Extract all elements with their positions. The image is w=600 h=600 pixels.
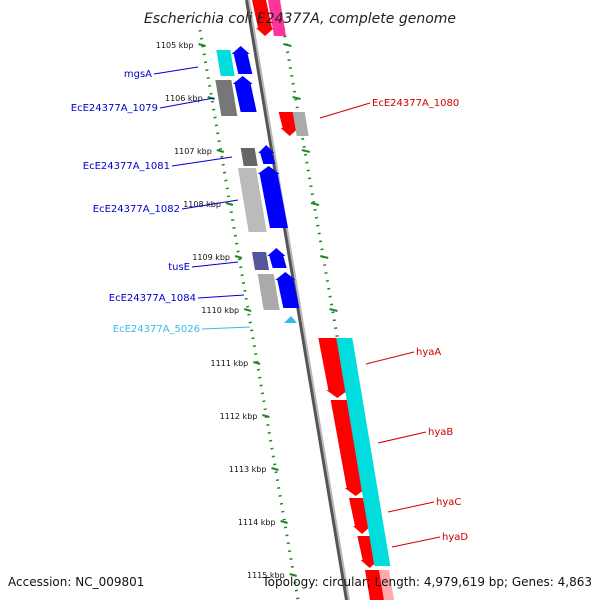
gene-feature-mgsA — [216, 50, 235, 76]
tick-mark-left — [207, 96, 215, 100]
label-leader-line — [201, 326, 251, 330]
tick-mark-left — [271, 467, 279, 471]
gene-feature-cyan — [336, 338, 391, 566]
tick-mark-right — [292, 96, 301, 100]
tick-labels: 1105 kbp 1106 kbp 1107 kbp 1108 kbp 1109 kbp… — [156, 41, 285, 580]
label-leader-line — [197, 294, 245, 299]
gene-feature-pink — [379, 570, 394, 600]
gene-label: hyaB — [428, 427, 453, 438]
label-leader-line — [377, 431, 427, 444]
gene-feature-hyaD — [357, 536, 379, 568]
gene-label: mgsA — [124, 69, 152, 80]
gene-feature-blue — [257, 166, 288, 228]
gene-feature-blue — [231, 46, 253, 74]
tick-mark-right — [301, 149, 311, 153]
tick-label: 1114 kbp — [238, 518, 276, 527]
gene-feature-1082 — [238, 168, 267, 232]
tick-label: 1109 kbp — [192, 253, 230, 262]
gene-feature-blue — [275, 272, 300, 308]
label-leader-line — [159, 97, 215, 109]
tick-mark-left — [234, 255, 243, 259]
gene-label: tusE — [168, 262, 190, 273]
label-leader-line — [365, 351, 415, 365]
tick-label: 1107 kbp — [174, 147, 212, 156]
gene-labels: mgsA EcE24377A_1079 EcE24377A_1081 EcE24377… — [71, 66, 468, 548]
tick-label: 1115 kbp — [247, 571, 285, 580]
gene-feature-1081 — [240, 148, 258, 166]
gene-label: EcE24377A_1082 — [93, 204, 180, 215]
map-title: Escherichia coli E24377A, complete genom… — [144, 11, 456, 27]
tick-label: 1110 kbp — [201, 306, 239, 315]
gene-feature-hyaC — [349, 498, 371, 534]
gene-feature-blue — [267, 248, 287, 268]
gene-feature-blue — [258, 145, 276, 164]
tick-mark-right — [283, 43, 292, 47]
tick-label: 1105 kbp — [156, 41, 194, 50]
gene-label: EcE24377A_5026 — [113, 324, 200, 335]
accession-text: Accession: NC_009801 — [8, 575, 145, 589]
gene-feature-hyaB — [330, 400, 367, 496]
gene-label: hyaA — [416, 347, 441, 358]
tick-mark-left — [252, 361, 261, 365]
tick-mark-left — [289, 573, 297, 577]
gene-feature-top-red — [252, 0, 274, 36]
tick-label: 1113 kbp — [229, 465, 267, 474]
label-leader-line — [153, 66, 199, 75]
tick-mark-right — [329, 308, 338, 312]
tick-label: 1112 kbp — [220, 412, 258, 421]
gene-feature-hyaA — [318, 338, 349, 398]
tick-label: 1106 kbp — [165, 94, 203, 103]
gene-label: EcE24377A_1081 — [83, 161, 170, 172]
gene-feature-blue — [232, 76, 257, 112]
gene-feature-tusE — [252, 252, 269, 270]
tick-mark-left — [243, 308, 252, 312]
gene-label: hyaC — [436, 497, 461, 508]
tick-mark-right — [310, 202, 320, 206]
genome-summary: Topology: circular; Length: 4,979,619 bp… — [262, 575, 592, 589]
tick-mark-left — [225, 202, 234, 206]
gene-label: EcE24377A_1084 — [109, 293, 196, 304]
rna-feature-5026 — [284, 316, 297, 323]
label-leader-line — [391, 536, 441, 548]
gene-feature-top-pink — [268, 0, 286, 36]
gene-feature-red — [365, 570, 384, 600]
tick-mark-left — [216, 149, 225, 153]
gene-feature-1084 — [257, 274, 280, 310]
label-leader-line — [387, 501, 435, 513]
gene-features — [215, 0, 394, 600]
gene-label: EcE24377A_1079 — [71, 103, 158, 114]
tick-mark-left — [262, 414, 270, 418]
tick-mark-right — [320, 255, 329, 259]
gene-feature-1079 — [215, 80, 238, 116]
gene-label: hyaD — [442, 532, 468, 543]
gene-feature-grey — [292, 112, 309, 136]
backbone-highlight — [248, 0, 350, 600]
label-leader-line — [191, 261, 239, 268]
label-leader-line — [319, 102, 371, 119]
gene-label: EcE24377A_1080 — [372, 98, 459, 109]
label-leader-line — [171, 156, 233, 167]
tick-label: 1108 kbp — [183, 200, 221, 209]
label-leader-line — [181, 199, 239, 210]
tick-mark-left — [280, 520, 288, 524]
tick-mark-left — [198, 43, 206, 47]
left-tick-dots — [198, 29, 300, 600]
tick-label: 1111 kbp — [211, 359, 249, 368]
